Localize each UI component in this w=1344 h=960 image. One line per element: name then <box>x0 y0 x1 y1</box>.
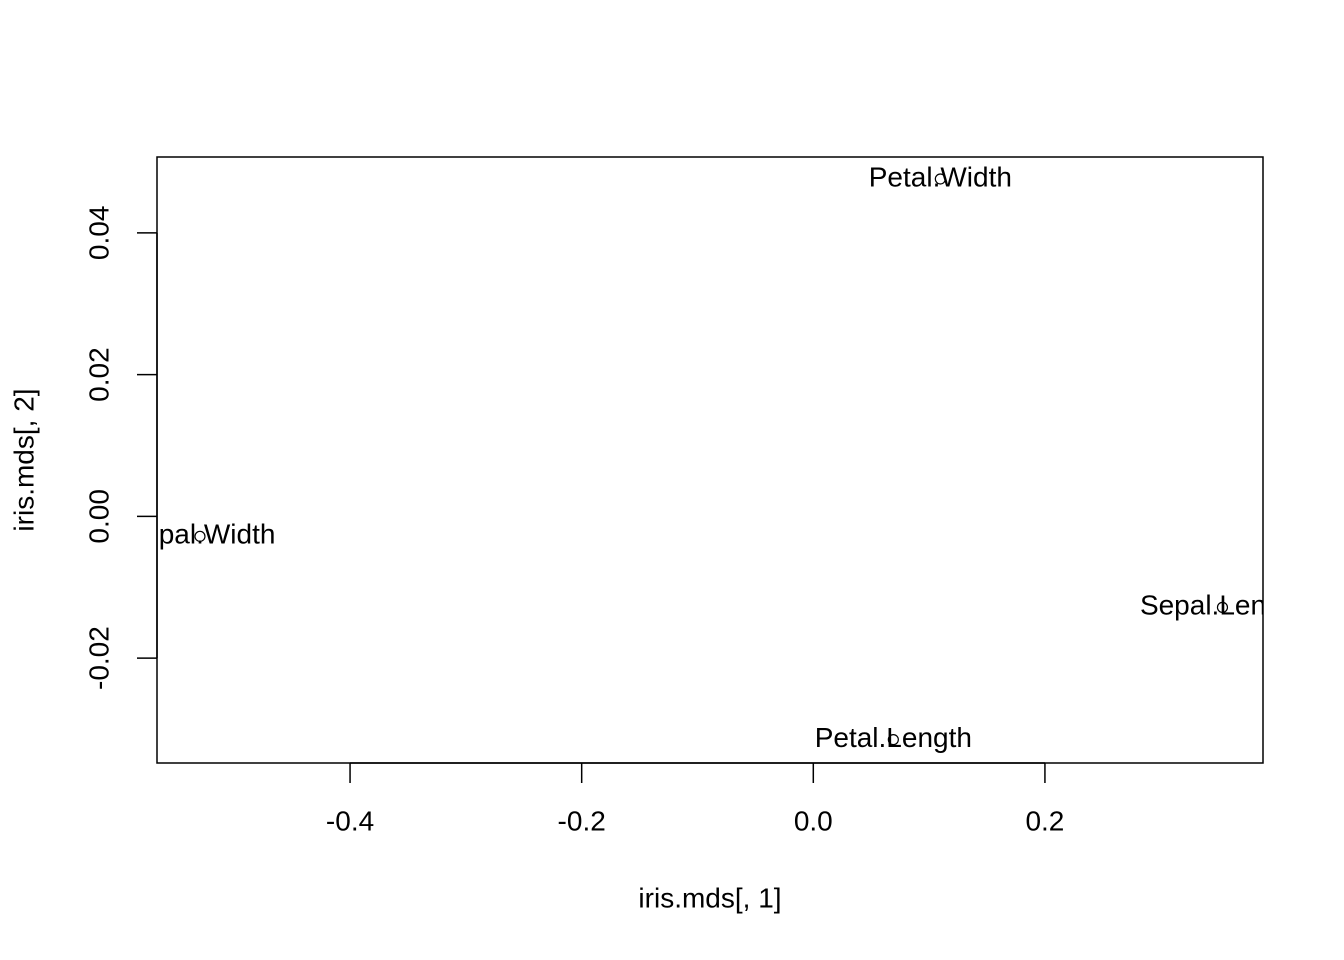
plot-frame <box>156 156 1264 764</box>
x-tick-label: -0.2 <box>558 805 606 836</box>
x-tick-label: -0.4 <box>326 805 374 836</box>
point <box>194 530 206 542</box>
point <box>887 734 899 746</box>
x-tick-label: 0.2 <box>1025 805 1064 836</box>
point-label: Sepal.Length <box>1140 590 1305 621</box>
point-label: Sepal.Width <box>124 519 275 550</box>
y-tick-label: 0.02 <box>83 347 114 402</box>
point <box>934 173 946 185</box>
point <box>1216 601 1229 613</box>
y-tick-label: 0.04 <box>83 206 114 261</box>
point-label: Petal.Length <box>815 722 972 753</box>
plot-area: Sepal.Length Sepal.Width Petal.Length Petal… <box>124 161 1305 753</box>
y-tick-label: -0.02 <box>83 626 114 690</box>
y-tick-label: 0.00 <box>83 489 114 544</box>
y-axis-title: iris.mds[, 2] <box>8 388 39 531</box>
x-tick-label: 0.0 <box>794 805 833 836</box>
x-axis-title: iris.mds[, 1] <box>638 882 781 913</box>
point-label: Petal.Width <box>869 161 1012 192</box>
